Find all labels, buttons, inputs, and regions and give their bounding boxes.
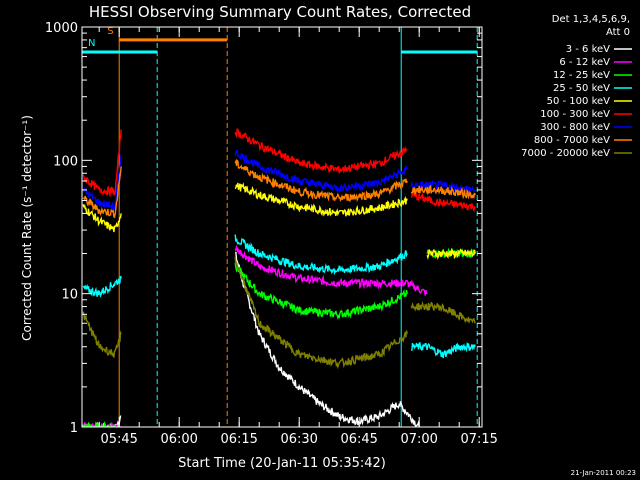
series-line xyxy=(411,341,476,359)
y-axis-label: Corrected Count Rate (s⁻¹ detector⁻¹) xyxy=(20,115,34,341)
annotation-layer: SN xyxy=(82,26,478,427)
series-line xyxy=(82,420,122,427)
legend-entry-label: 3 - 6 keV xyxy=(566,44,610,55)
series-line xyxy=(234,262,408,321)
chart-title: HESSI Observing Summary Count Rates, Cor… xyxy=(89,3,471,21)
series-line xyxy=(82,275,122,298)
y-tick-label: 10 xyxy=(61,288,78,303)
flag-label: S xyxy=(107,26,113,37)
legend-entry-label: 12 - 25 keV xyxy=(553,70,610,81)
series-line xyxy=(410,184,476,200)
y-tick-label: 100 xyxy=(53,154,78,169)
y-tick-label: 1 xyxy=(70,421,78,436)
legend: Det 1,3,4,5,6,9, Att 0 3 - 6 keV 6 - 12 keV… xyxy=(521,14,632,159)
series-line xyxy=(410,300,476,325)
series-line xyxy=(82,311,122,358)
series-line xyxy=(235,251,420,427)
legend-header: Det 1,3,4,5,6,9, xyxy=(552,14,630,25)
series-line xyxy=(82,129,122,198)
series-line xyxy=(82,166,122,219)
x-tick-label: 07:15 xyxy=(460,432,497,447)
legend-entry-label: 800 - 7000 keV xyxy=(534,135,610,146)
legend-entry-label: 50 - 100 keV xyxy=(547,96,611,107)
flag-label: N xyxy=(88,38,95,49)
x-tick-label: 06:15 xyxy=(220,432,257,447)
legend-entry-label: 100 - 300 keV xyxy=(540,109,610,120)
legend-entry-label: 6 - 12 keV xyxy=(559,57,610,68)
series-line xyxy=(234,256,408,370)
series-layer xyxy=(82,128,476,427)
plot-frame xyxy=(81,26,483,428)
footer-timestamp: 21-Jan-2011 00:23 xyxy=(571,469,636,477)
series-line xyxy=(234,158,408,203)
series-line xyxy=(234,128,408,174)
x-axis-label: Start Time (20-Jan-11 05:35:42) xyxy=(178,456,386,471)
y-tick-label: 1000 xyxy=(45,21,78,36)
series-line xyxy=(82,154,122,211)
x-tick-label: 06:45 xyxy=(340,432,377,447)
legend-header: Att 0 xyxy=(606,27,630,38)
series-line xyxy=(82,204,122,233)
legend-entry-label: 25 - 50 keV xyxy=(553,83,610,94)
axes-layer: 05:45 06:00 06:15 06:30 06:45 07:00 07:15 1 10 10… xyxy=(45,21,498,447)
x-tick-label: 07:00 xyxy=(400,432,437,447)
legend-entry-label: 300 - 800 keV xyxy=(540,122,610,133)
x-tick-label: 06:30 xyxy=(280,432,317,447)
series-line xyxy=(410,190,476,213)
x-tick-label: 05:45 xyxy=(100,432,137,447)
series-line xyxy=(426,247,476,261)
series-line xyxy=(234,244,428,296)
x-tick-label: 06:00 xyxy=(160,432,197,447)
series-line xyxy=(234,234,408,276)
series-line xyxy=(234,149,408,193)
legend-entry-label: 7000 - 20000 keV xyxy=(521,148,610,159)
series-line xyxy=(234,182,408,217)
